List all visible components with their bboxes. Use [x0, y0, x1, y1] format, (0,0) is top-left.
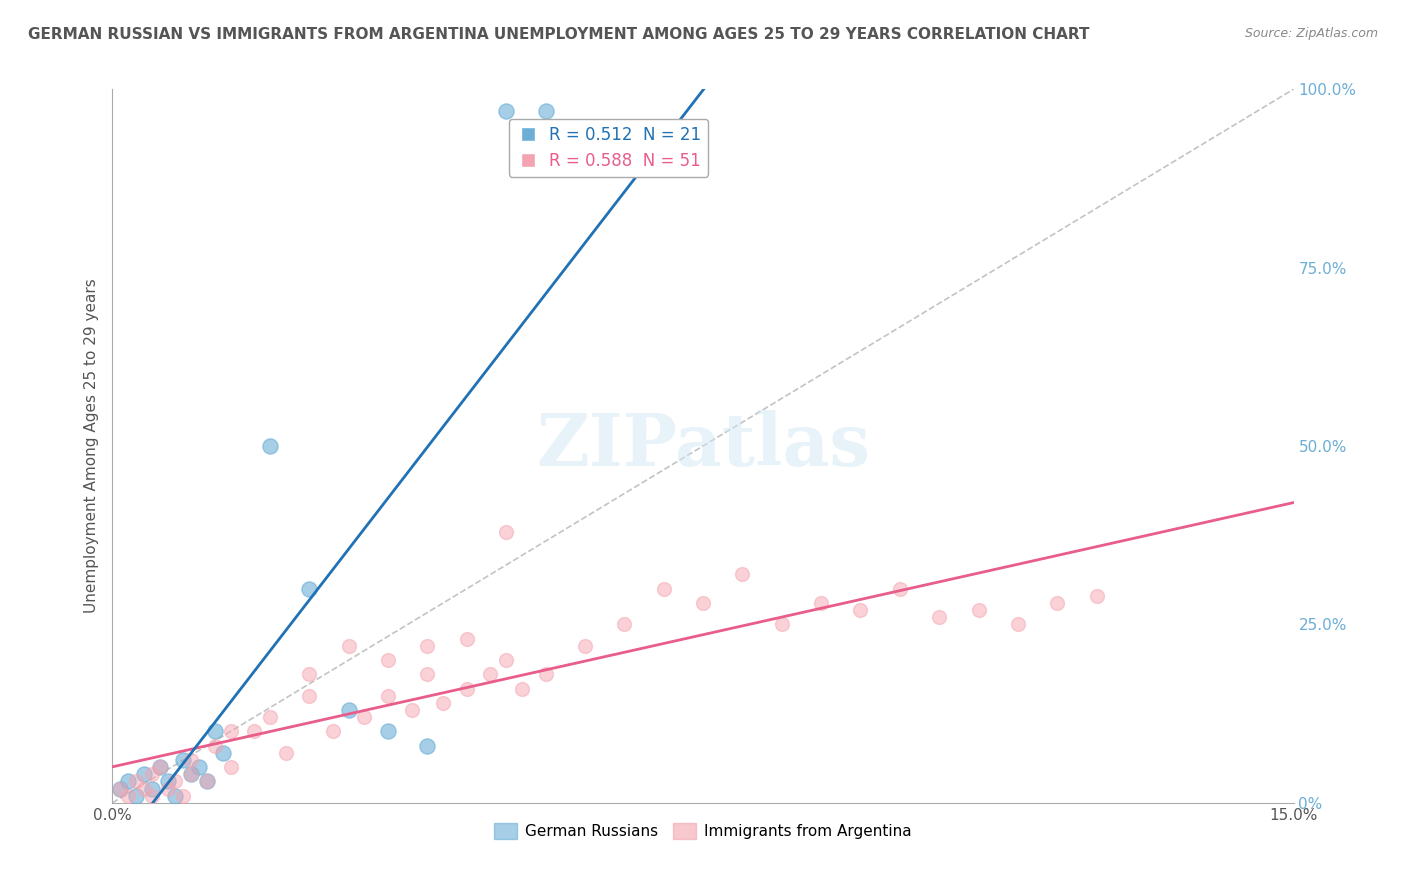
Point — [141, 781, 163, 796]
Point — [337, 639, 360, 653]
Point — [219, 760, 242, 774]
Point — [613, 617, 636, 632]
Point — [416, 639, 439, 653]
Point — [652, 582, 675, 596]
Point — [117, 774, 139, 789]
Point — [456, 681, 478, 696]
Point — [141, 767, 163, 781]
Point — [172, 789, 194, 803]
Point — [534, 667, 557, 681]
Point — [180, 753, 202, 767]
Point — [889, 582, 911, 596]
Point — [243, 724, 266, 739]
Point — [353, 710, 375, 724]
Point — [274, 746, 297, 760]
Point — [117, 789, 139, 803]
Point — [141, 789, 163, 803]
Point — [172, 753, 194, 767]
Point — [211, 746, 233, 760]
Point — [156, 774, 179, 789]
Point — [510, 681, 533, 696]
Point — [180, 767, 202, 781]
Point — [219, 724, 242, 739]
Legend: German Russians, Immigrants from Argentina: German Russians, Immigrants from Argenti… — [488, 817, 918, 845]
Point — [1046, 596, 1069, 610]
Point — [401, 703, 423, 717]
Point — [416, 739, 439, 753]
Point — [456, 632, 478, 646]
Point — [188, 760, 211, 774]
Point — [692, 596, 714, 610]
Point — [810, 596, 832, 610]
Point — [125, 774, 148, 789]
Point — [180, 767, 202, 781]
Point — [110, 781, 132, 796]
Point — [967, 603, 990, 617]
Point — [432, 696, 454, 710]
Point — [849, 603, 872, 617]
Point — [132, 767, 155, 781]
Point — [928, 610, 950, 624]
Point — [534, 103, 557, 118]
Point — [204, 724, 226, 739]
Point — [195, 774, 218, 789]
Point — [1007, 617, 1029, 632]
Point — [125, 789, 148, 803]
Point — [298, 667, 321, 681]
Point — [204, 739, 226, 753]
Point — [495, 103, 517, 118]
Point — [770, 617, 793, 632]
Point — [377, 689, 399, 703]
Point — [165, 774, 187, 789]
Point — [416, 667, 439, 681]
Point — [495, 524, 517, 539]
Point — [149, 760, 172, 774]
Point — [259, 710, 281, 724]
Point — [337, 703, 360, 717]
Text: ZIPatlas: ZIPatlas — [536, 410, 870, 482]
Point — [377, 724, 399, 739]
Point — [377, 653, 399, 667]
Point — [298, 582, 321, 596]
Point — [165, 789, 187, 803]
Y-axis label: Unemployment Among Ages 25 to 29 years: Unemployment Among Ages 25 to 29 years — [83, 278, 98, 614]
Point — [495, 653, 517, 667]
Point — [156, 781, 179, 796]
Point — [195, 774, 218, 789]
Point — [1085, 589, 1108, 603]
Point — [132, 781, 155, 796]
Point — [731, 567, 754, 582]
Point — [574, 639, 596, 653]
Point — [479, 667, 502, 681]
Text: GERMAN RUSSIAN VS IMMIGRANTS FROM ARGENTINA UNEMPLOYMENT AMONG AGES 25 TO 29 YEA: GERMAN RUSSIAN VS IMMIGRANTS FROM ARGENT… — [28, 27, 1090, 42]
Point — [259, 439, 281, 453]
Point — [110, 781, 132, 796]
Point — [149, 760, 172, 774]
Text: Source: ZipAtlas.com: Source: ZipAtlas.com — [1244, 27, 1378, 40]
Point — [322, 724, 344, 739]
Point — [298, 689, 321, 703]
